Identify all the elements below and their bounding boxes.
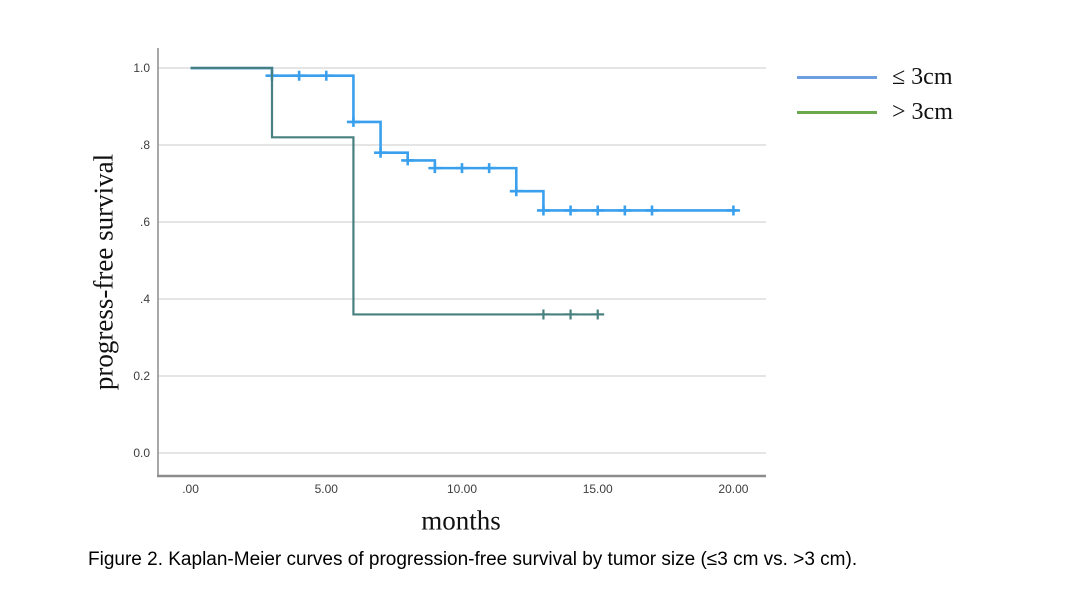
svg-text:.4: .4: [140, 292, 150, 306]
svg-text:0.0: 0.0: [133, 446, 150, 460]
x-tick-labels: .00 5.00 10.00 15.00 20.00: [182, 482, 749, 496]
svg-text:15.00: 15.00: [583, 482, 613, 496]
censor-marks-gt3cm: [536, 309, 605, 320]
legend-swatch-le3cm: [797, 76, 877, 79]
y-gridlines: [158, 67, 766, 454]
censor-marks-le3cm: [265, 70, 740, 216]
svg-text:20.00: 20.00: [718, 482, 748, 496]
svg-text:.8: .8: [140, 138, 150, 152]
legend-label-le3cm: ≤ 3cm: [892, 64, 953, 90]
svg-text:.00: .00: [182, 482, 199, 496]
legend-swatch-gt3cm: [797, 111, 877, 114]
svg-text:5.00: 5.00: [315, 482, 339, 496]
legend-item-gt3cm: > 3cm: [797, 95, 953, 130]
svg-text:0.2: 0.2: [133, 369, 150, 383]
legend-label-gt3cm: > 3cm: [892, 99, 953, 125]
legend-item-le3cm: ≤ 3cm: [797, 60, 953, 95]
y-tick-labels: 1.0 .8 .6 .4 0.2 0.0: [133, 61, 150, 460]
svg-text:10.00: 10.00: [447, 482, 477, 496]
legend: ≤ 3cm > 3cm: [797, 60, 953, 130]
svg-text:1.0: 1.0: [133, 61, 150, 75]
y-axis-title: progress-free survival: [88, 153, 119, 391]
x-axis-title: months: [421, 505, 501, 536]
figure-caption: Figure 2. Kaplan-Meier curves of progres…: [88, 549, 858, 570]
km-curve-gt3cm: [190, 66, 604, 316]
axis-lines: [157, 48, 766, 478]
svg-text:.6: .6: [140, 215, 150, 229]
